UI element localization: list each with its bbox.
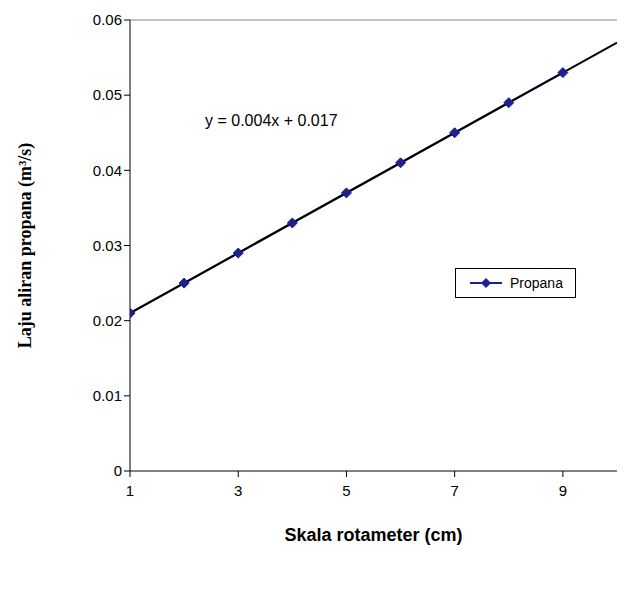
svg-text:7: 7 xyxy=(450,482,458,499)
html-text:Propana: Propana xyxy=(510,275,563,291)
svg-text:1: 1 xyxy=(126,482,134,499)
svg-text:0.02: 0.02 xyxy=(93,312,122,329)
svg-text:0: 0 xyxy=(114,462,122,479)
svg-text:3: 3 xyxy=(234,482,242,499)
svg-text:0.01: 0.01 xyxy=(93,387,122,404)
svg-text:0.04: 0.04 xyxy=(93,162,122,179)
svg-text:9: 9 xyxy=(559,482,567,499)
html-text:y = 0.004x + 0.017: y = 0.004x + 0.017 xyxy=(205,112,338,129)
svg-text:0.05: 0.05 xyxy=(93,86,122,103)
svg-text:0.03: 0.03 xyxy=(93,237,122,254)
svg-text:Skala rotameter (cm): Skala rotameter (cm) xyxy=(284,525,462,545)
svg-text:0.06: 0.06 xyxy=(93,11,122,28)
svg-text:5: 5 xyxy=(342,482,350,499)
svg-text:Laju aliran propana (m³/s): Laju aliran propana (m³/s) xyxy=(15,143,36,349)
